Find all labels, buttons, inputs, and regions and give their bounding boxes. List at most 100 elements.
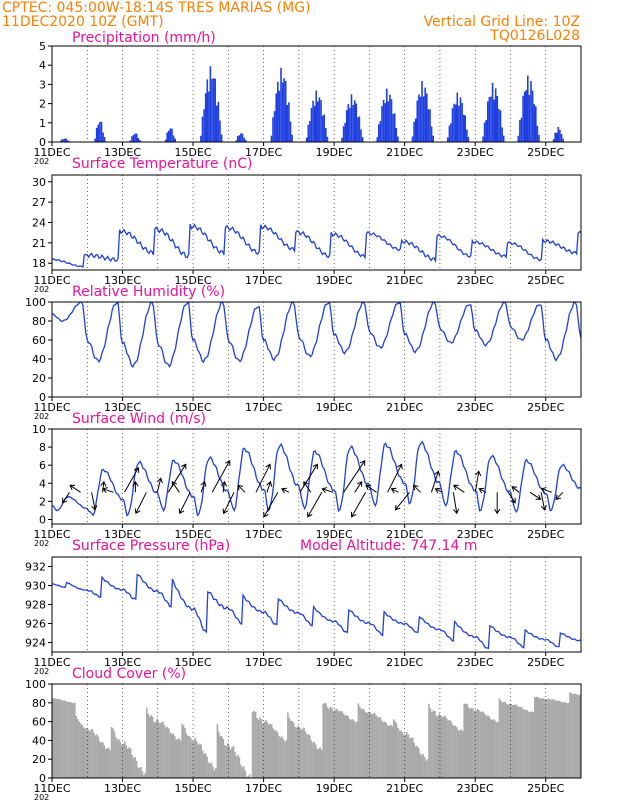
cloud-bar <box>476 709 479 778</box>
wind-arrow <box>507 492 516 504</box>
cloud-bar <box>365 712 367 778</box>
precip-bar <box>166 132 168 142</box>
cloud-bar <box>66 701 69 778</box>
cloud-bar <box>52 698 54 778</box>
cloud-bar <box>188 735 191 778</box>
precip-bar <box>528 95 531 142</box>
cloud-bar <box>234 751 236 778</box>
x-tick-label: 23DEC <box>457 146 494 159</box>
wind-arrow <box>167 463 187 493</box>
cloud-bar <box>432 710 435 778</box>
cloud-bar <box>282 738 285 778</box>
cloud-bar <box>487 715 489 778</box>
cloud-bar <box>203 753 205 778</box>
cloud-bar <box>509 703 511 778</box>
panel-note: Model Altitude: 747.14 m <box>300 538 477 554</box>
cloud-bar <box>222 739 225 778</box>
cloud-bar <box>106 748 108 778</box>
cloud-bar <box>225 745 227 778</box>
precip-bar <box>209 66 212 142</box>
cloud-bar <box>416 745 418 778</box>
cloud-bar <box>329 706 332 778</box>
cloud-bar <box>125 745 128 778</box>
series-line <box>52 440 581 517</box>
cloud-bar <box>93 733 95 778</box>
panel-title: Surface Temperature (nC) <box>72 156 253 172</box>
precip-bar <box>552 139 555 142</box>
panel-title: Relative Humidity (%) <box>72 284 225 300</box>
cloud-bar <box>301 728 304 778</box>
cloud-bar <box>99 741 101 778</box>
cloud-bar <box>320 749 323 778</box>
cloud-bar <box>325 703 327 778</box>
wind-arrow <box>171 481 180 493</box>
precip-bar <box>211 79 213 142</box>
wind-arrow <box>281 487 290 494</box>
cloud-bar <box>412 737 414 778</box>
y-tick-label: 0 <box>39 772 46 785</box>
cloud-bar <box>190 738 192 778</box>
cloud-bar <box>454 725 457 778</box>
cloud-bar <box>413 742 416 778</box>
y-tick-label: 1 <box>39 117 46 130</box>
cloud-bar <box>503 701 505 778</box>
model-code: TQ0126L028 <box>489 28 580 44</box>
cloud-bar <box>275 730 277 778</box>
cloud-bar <box>235 756 238 778</box>
x-tick-label: 23DEC <box>457 274 494 287</box>
precip-bar <box>342 126 345 142</box>
year-mark: 202 <box>34 157 49 166</box>
cloud-bar <box>228 745 230 778</box>
x-tick-label: 11DEC <box>33 528 70 541</box>
panels: Precipitation (mm/h) 0 1 2 3 4 5 11DEC 13DEC 15DE… <box>25 30 582 800</box>
x-tick-label: 11DEC <box>33 146 70 159</box>
cloud-bar <box>63 700 66 778</box>
cloud-bar <box>387 725 389 778</box>
cloud-bar <box>463 703 465 778</box>
cloud-bar <box>57 699 60 778</box>
cloud-bar <box>279 737 282 778</box>
precip-bar <box>281 82 284 142</box>
cloud-bar <box>144 772 147 778</box>
y-tick-label: 24 <box>32 217 46 230</box>
cloud-bar <box>85 728 88 778</box>
panel-frame <box>51 683 582 779</box>
precip-bar <box>384 103 386 142</box>
precip-bar <box>426 93 428 142</box>
cloud-bar <box>60 700 63 778</box>
cloud-bar <box>206 756 208 778</box>
cloud-bar <box>238 757 241 778</box>
cloud-bar <box>472 708 474 778</box>
panel-title: Surface Pressure (hPa) <box>72 538 230 554</box>
panel-1: Precipitation (mm/h) 0 1 2 3 4 5 11DEC 13DEC 15DE… <box>33 30 582 166</box>
cloud-bar <box>323 702 326 778</box>
y-tick-label: 60 <box>32 716 46 729</box>
precip-bar <box>490 96 492 142</box>
wind-arrow <box>220 480 228 493</box>
precip-bar <box>530 81 532 142</box>
cloud-bar <box>166 726 169 778</box>
wind-arrow <box>102 487 114 494</box>
cloud-bar <box>507 704 510 778</box>
cloud-bar <box>122 743 125 778</box>
wind-arrow <box>211 459 231 493</box>
cloud-bar <box>157 721 160 778</box>
precip-bar <box>501 127 503 142</box>
precip-bar <box>429 109 431 142</box>
cloud-bar <box>520 707 523 778</box>
precip-bar <box>395 128 398 142</box>
cloud-bar <box>367 711 370 778</box>
cloud-bar <box>409 738 411 778</box>
y-tick-label: 926 <box>25 618 46 631</box>
cloud-bar <box>360 708 363 778</box>
cloud-bar <box>554 700 557 778</box>
wind-arrow <box>412 484 421 493</box>
cloud-bar <box>79 723 82 778</box>
cloud-bar <box>257 720 260 778</box>
precip-bar <box>283 78 285 142</box>
cloud-bar <box>551 699 554 778</box>
precip-bar <box>387 101 390 142</box>
x-tick-label: 25DEC <box>527 782 564 795</box>
wind-arrow <box>91 492 98 511</box>
year-mark: 202 <box>34 667 49 676</box>
